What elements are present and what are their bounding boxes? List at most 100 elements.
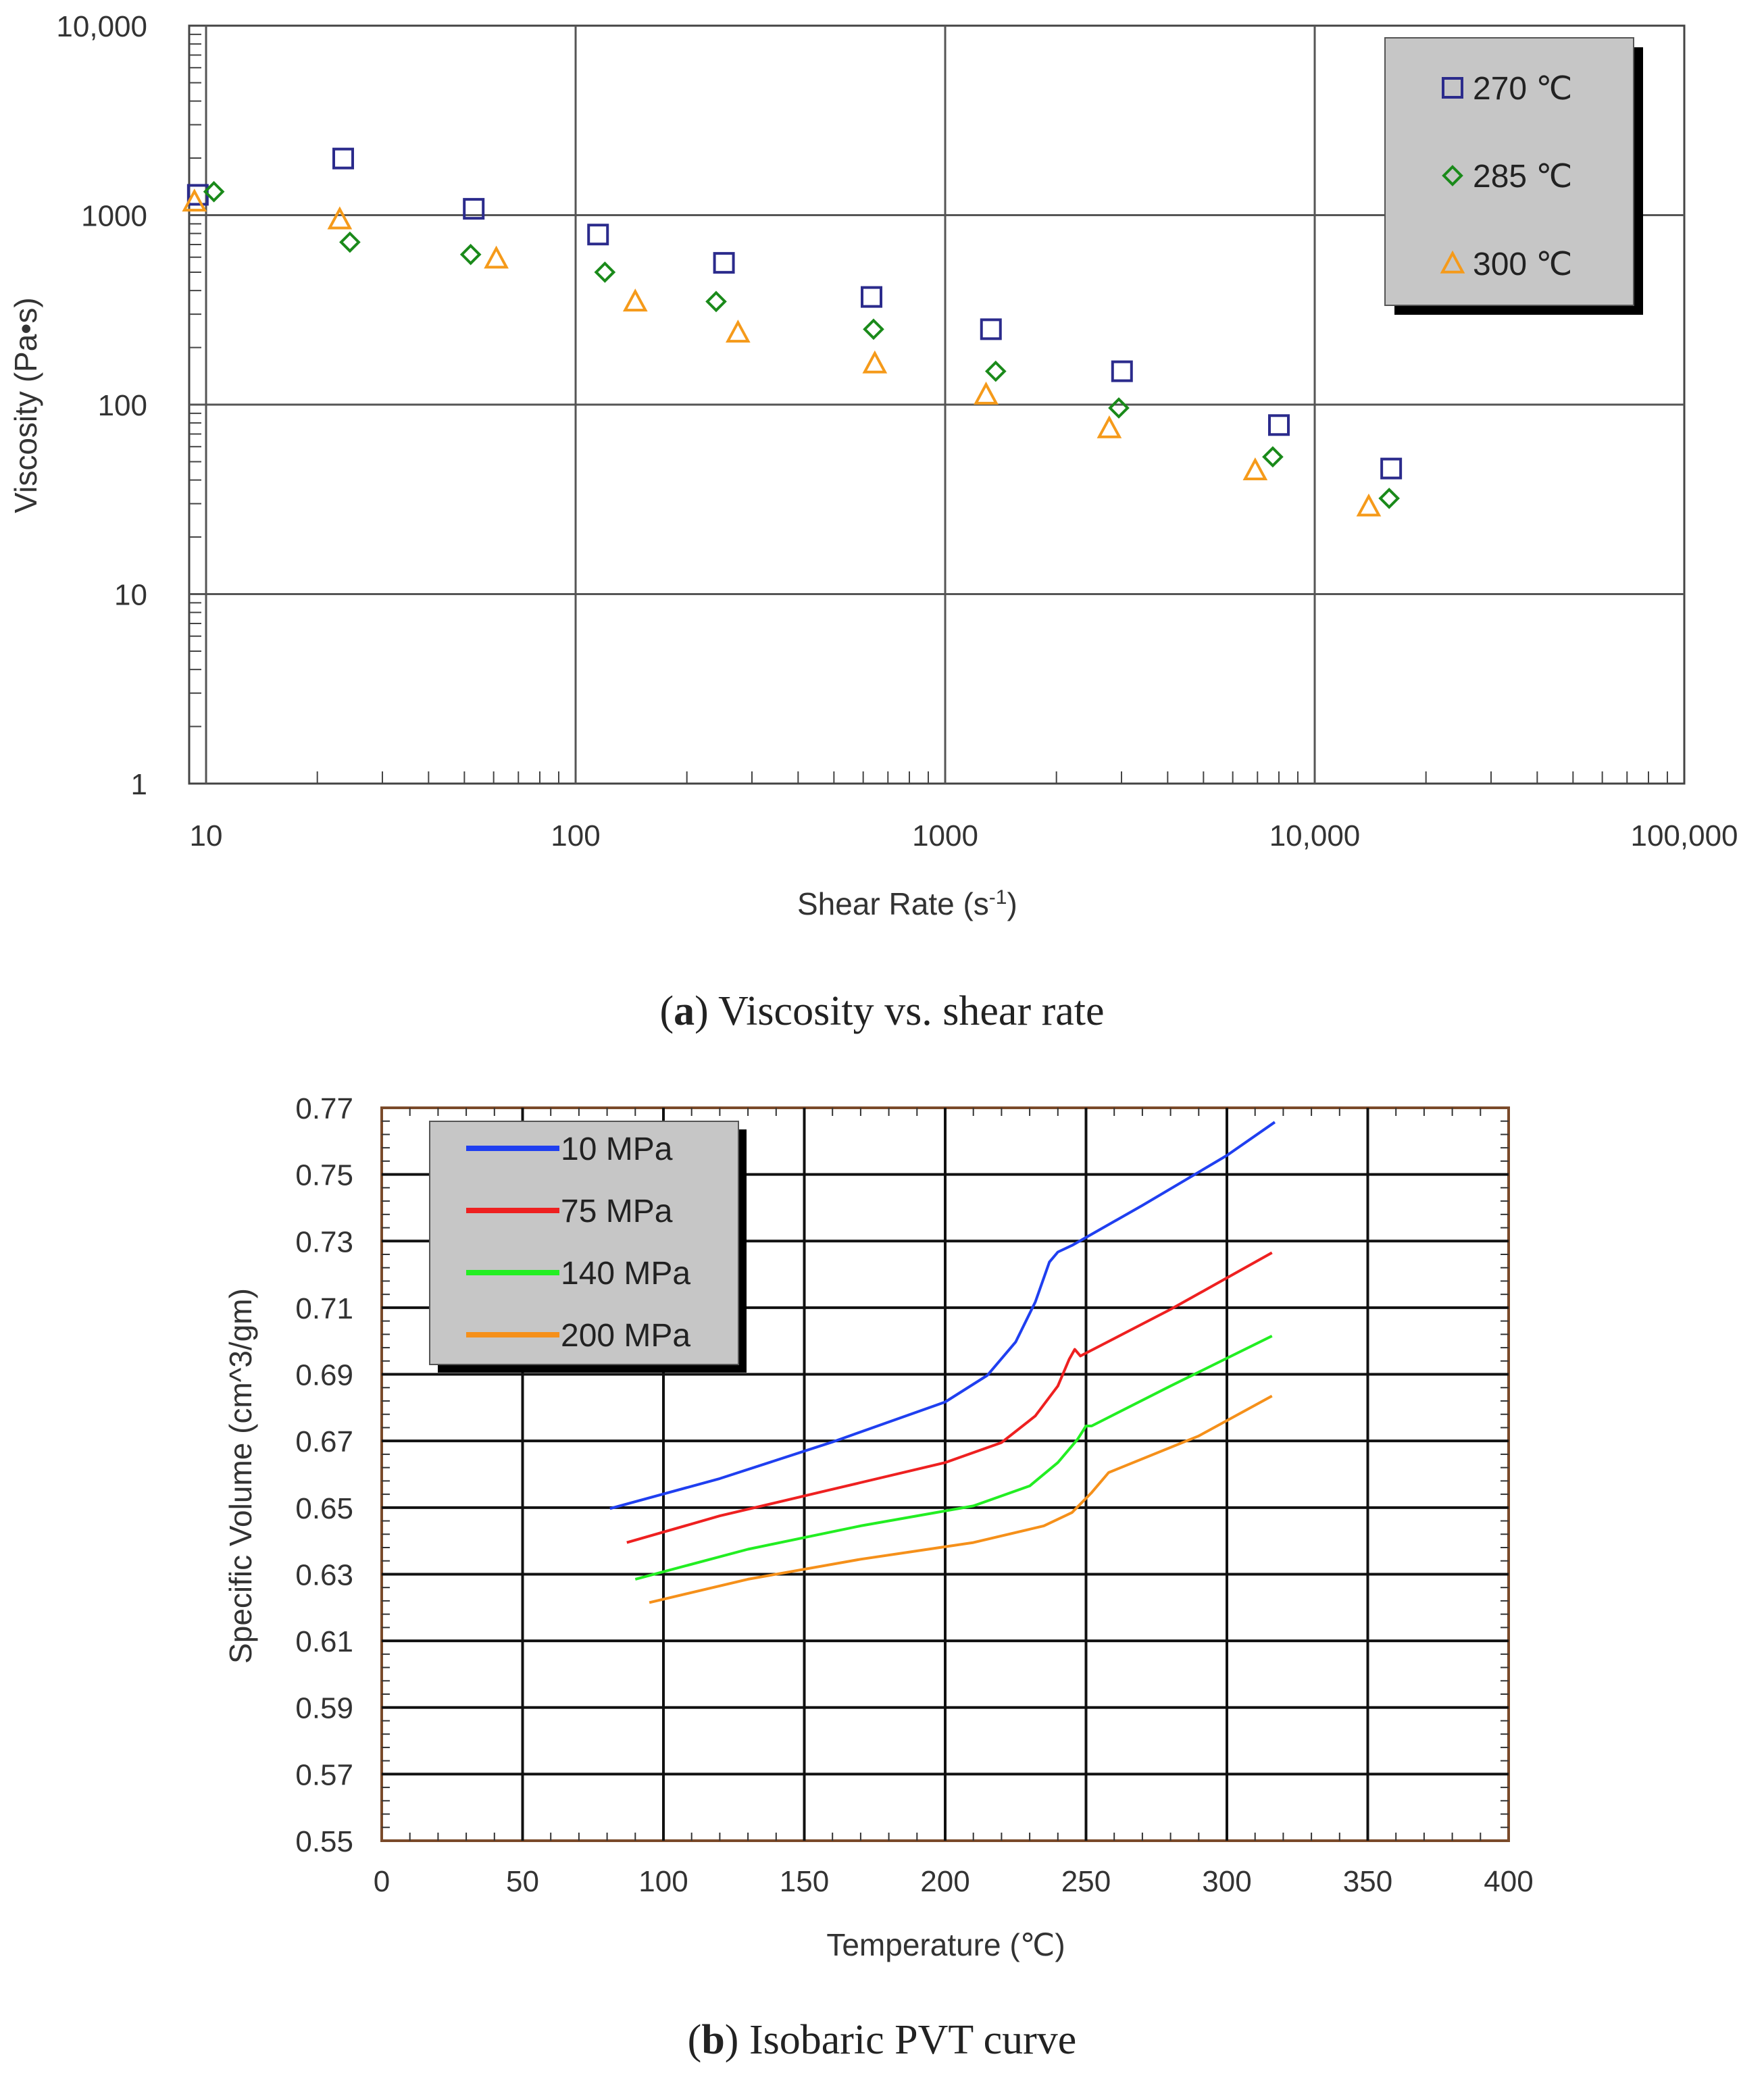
data-point-triangle [484, 245, 509, 269]
data-point-square [332, 147, 355, 170]
y-tick-label: 0.67 [295, 1425, 353, 1458]
data-point-triangle [622, 288, 648, 312]
caption-a-letter: a [674, 988, 695, 1034]
data-point-square [980, 318, 1002, 340]
grid-b [382, 1108, 1509, 1841]
y-tick-label: 0.61 [295, 1625, 353, 1658]
legend-box-b [429, 1121, 739, 1365]
data-point-square [861, 286, 883, 308]
y-tick-label: 10 [114, 579, 147, 612]
legend-marker-square [1442, 77, 1463, 99]
data-point-triangle [725, 320, 751, 343]
x-axis-label-main: Shear Rate (s [797, 886, 989, 921]
legend-b: 10 MPa 75 MPa 140 MPa 200 MPa [429, 1121, 747, 1373]
caption-a-text: ) Viscosity vs. shear rate [695, 988, 1105, 1034]
data-point-square [463, 198, 485, 220]
y-tick-label: 10,000 [56, 10, 147, 43]
x-tick-label: 50 [506, 1865, 539, 1898]
x-axis-label-close: ) [1007, 886, 1017, 921]
legend-box-a [1384, 37, 1634, 306]
data-point-triangle [862, 350, 888, 374]
data-point-diamond [459, 243, 482, 265]
legend-label: 140 MPa [561, 1256, 690, 1292]
x-tick-label: 100 [551, 819, 600, 852]
x-tick-labels-a: 10 100 1000 10,000 100,000 [190, 819, 1738, 852]
data-point-square [587, 224, 609, 246]
x-tick-label: 100,000 [1630, 819, 1738, 852]
data-point-triangle [1097, 415, 1122, 438]
y-tick-labels-b: 0.55 0.57 0.59 0.61 0.63 0.65 0.67 0.69 0.71 0.73… [295, 1092, 353, 1858]
series-line [634, 1335, 1273, 1581]
x-tick-label: 0 [374, 1865, 390, 1898]
pvt-chart: 0.55 0.57 0.59 0.61 0.63 0.65 0.67 0.69 0.71 0.73… [223, 1092, 1534, 1962]
legend-label: 270 ℃ [1473, 71, 1572, 107]
legend-marker-triangle [1440, 250, 1465, 274]
y-tick-label: 0.57 [295, 1758, 353, 1791]
data-point-square [713, 252, 735, 274]
x-tick-label: 200 [920, 1865, 969, 1898]
data-point-diamond [863, 318, 884, 340]
x-tick-labels-b: 0 50 100 150 200 250 300 350 400 [374, 1865, 1534, 1898]
data-lines-b [609, 1121, 1276, 1604]
y-tick-label: 1 [131, 768, 147, 801]
data-point-diamond [984, 360, 1007, 382]
minor-ticks-a [188, 33, 1668, 784]
y-tick-label: 0.71 [295, 1292, 353, 1325]
x-tick-label: 10 [190, 819, 223, 852]
x-axis-label-b: Temperature (℃) [826, 1927, 1065, 1962]
x-tick-label: 150 [780, 1865, 829, 1898]
y-axis-label-b: Specific Volume (cm^3/gm) [223, 1288, 258, 1664]
x-tick-label: 300 [1202, 1865, 1251, 1898]
legend-label: 10 MPa [561, 1131, 673, 1167]
legend-a: 270 ℃ 285 ℃ 300 ℃ [1384, 37, 1643, 315]
y-tick-label: 1000 [81, 200, 147, 233]
data-point-diamond [339, 231, 361, 253]
legend-label: 200 MPa [561, 1318, 690, 1354]
data-point-diamond [1262, 446, 1284, 468]
caption-a: (a) Viscosity vs. shear rate [0, 988, 1764, 1036]
data-point-triangle [974, 381, 999, 405]
series-line [649, 1394, 1273, 1604]
caption-b: (b) Isobaric PVT curve [0, 2016, 1764, 2064]
y-tick-label: 0.69 [295, 1359, 353, 1392]
y-tick-labels-a: 1 10 100 1000 10,000 [56, 10, 147, 801]
caption-b-letter: b [701, 2017, 725, 2063]
y-tick-label: 0.75 [295, 1159, 353, 1192]
data-point-diamond [1108, 397, 1130, 419]
y-tick-label: 0.55 [295, 1825, 353, 1858]
data-point-square [1111, 360, 1133, 382]
y-axis-label-a: Viscosity (Pa•s) [8, 297, 43, 513]
x-tick-label: 400 [1484, 1865, 1533, 1898]
x-tick-label: 1000 [912, 819, 978, 852]
legend-label: 285 ℃ [1473, 159, 1572, 195]
caption-b-open: ( [687, 2017, 702, 2063]
legend-label: 300 ℃ [1473, 247, 1572, 282]
caption-b-text: ) Isobaric PVT curve [724, 2017, 1077, 2063]
data-point-diamond [1378, 487, 1400, 509]
x-tick-label: 350 [1343, 1865, 1392, 1898]
x-axis-label-a: Shear Rate (s-1) [797, 886, 1017, 922]
y-tick-label: 100 [98, 389, 147, 422]
grid-a [189, 26, 1684, 784]
x-tick-label: 10,000 [1269, 819, 1361, 852]
x-tick-label: 100 [638, 1865, 688, 1898]
data-point-diamond [594, 261, 616, 283]
x-tick-label: 250 [1061, 1865, 1111, 1898]
y-tick-label: 0.77 [295, 1092, 353, 1125]
y-tick-label: 0.65 [295, 1492, 353, 1525]
data-point-triangle [327, 206, 353, 230]
data-point-triangle [1242, 457, 1268, 481]
legend-marker-diamond [1442, 165, 1463, 186]
y-tick-label: 0.59 [295, 1692, 353, 1725]
data-point-triangle [182, 188, 207, 212]
series-line [626, 1251, 1273, 1544]
legend-label: 75 MPa [561, 1194, 673, 1229]
data-point-diamond [705, 290, 727, 313]
data-point-diamond [203, 180, 225, 203]
caption-a-open: ( [659, 988, 674, 1034]
minor-ticks-b [382, 1108, 1509, 1841]
y-tick-label: 0.73 [295, 1225, 353, 1258]
data-point-triangle [1356, 493, 1382, 517]
y-tick-label: 0.63 [295, 1558, 353, 1591]
